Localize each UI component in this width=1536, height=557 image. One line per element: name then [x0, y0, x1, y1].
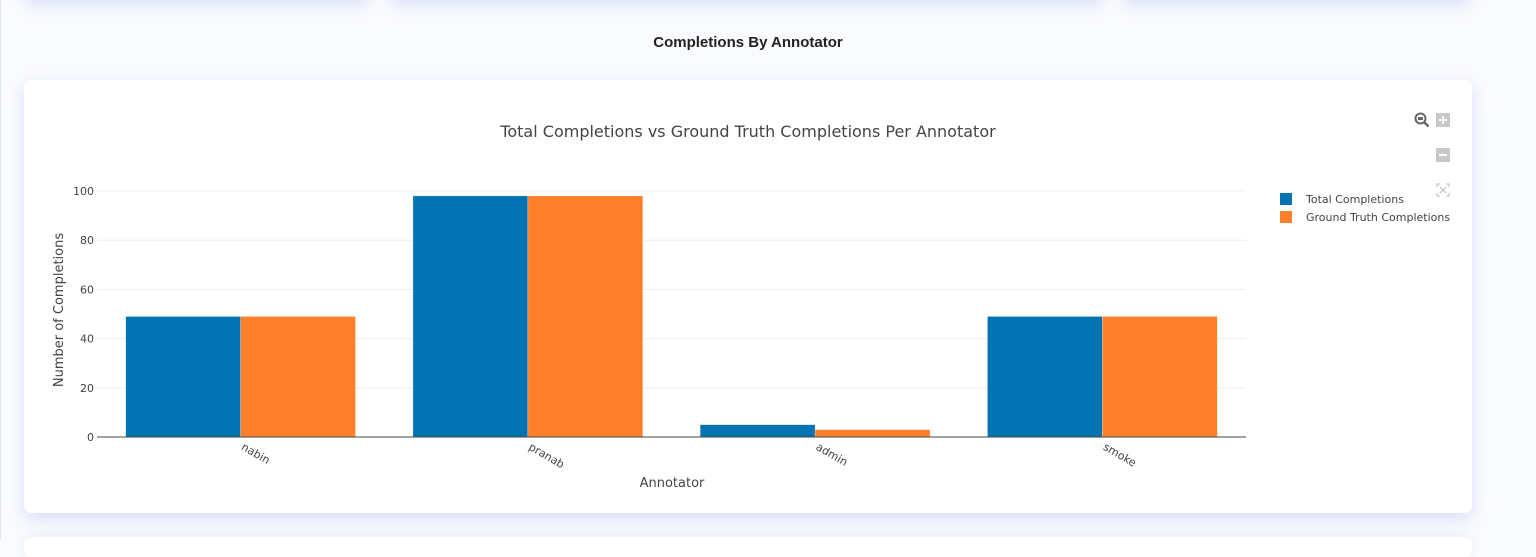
x-tick-label: smoke	[1101, 440, 1139, 469]
next-card	[24, 537, 1472, 557]
y-tick-label: 0	[87, 431, 94, 444]
autoscale-icon[interactable]	[1436, 183, 1450, 197]
legend-swatch-total	[1280, 193, 1292, 205]
page-left-border	[0, 0, 1, 540]
zoom-icon[interactable]	[1414, 112, 1430, 128]
chart-card: Total Completions vs Ground Truth Comple…	[24, 80, 1472, 513]
y-tick-label: 100	[73, 185, 94, 198]
x-tick-label: admin	[814, 440, 850, 469]
bar-smoke-1[interactable]	[1102, 316, 1218, 438]
chart-legend: Total Completions Ground Truth Completio…	[1280, 190, 1450, 226]
y-tick-label: 20	[80, 382, 94, 395]
legend-label-total: Total Completions	[1306, 192, 1404, 206]
y-tick-label: 40	[80, 333, 94, 346]
bar-pranab-1[interactable]	[527, 195, 644, 438]
x-axis-label: Annotator	[640, 476, 705, 491]
bars	[125, 195, 1218, 438]
bar-nabin-1[interactable]	[240, 316, 356, 438]
y-axis-label: Number of Completions	[52, 233, 67, 387]
bar-pranab-0[interactable]	[412, 195, 529, 438]
bar-smoke-0[interactable]	[987, 316, 1103, 438]
y-tick-label: 80	[80, 234, 94, 247]
legend-label-ground-truth: Ground Truth Completions	[1306, 210, 1451, 224]
x-tick-label: nabin	[239, 440, 272, 467]
chart-title: Total Completions vs Ground Truth Comple…	[500, 122, 996, 141]
y-axis-ticks: 0 20 40 60 80 100	[73, 185, 94, 444]
zoom-out-icon[interactable]	[1436, 148, 1450, 162]
x-axis-ticks: nabin pranab admin smoke	[239, 440, 1139, 471]
legend-swatch-ground-truth	[1280, 211, 1292, 223]
section-title: Completions By Annotator	[653, 34, 843, 51]
bar-admin-1[interactable]	[814, 429, 931, 438]
zoom-in-icon[interactable]	[1436, 113, 1450, 127]
legend-item-total[interactable]: Total Completions	[1280, 190, 1450, 208]
y-tick-label: 60	[80, 283, 94, 296]
bar-chart[interactable]: 0 20 40 60 80 100 nabin pranab admin smoke Numbe…	[24, 80, 1472, 513]
bar-admin-0[interactable]	[699, 424, 816, 438]
x-tick-label: pranab	[526, 440, 566, 471]
bar-nabin-0[interactable]	[125, 316, 241, 438]
legend-item-ground-truth[interactable]: Ground Truth Completions	[1280, 208, 1450, 226]
